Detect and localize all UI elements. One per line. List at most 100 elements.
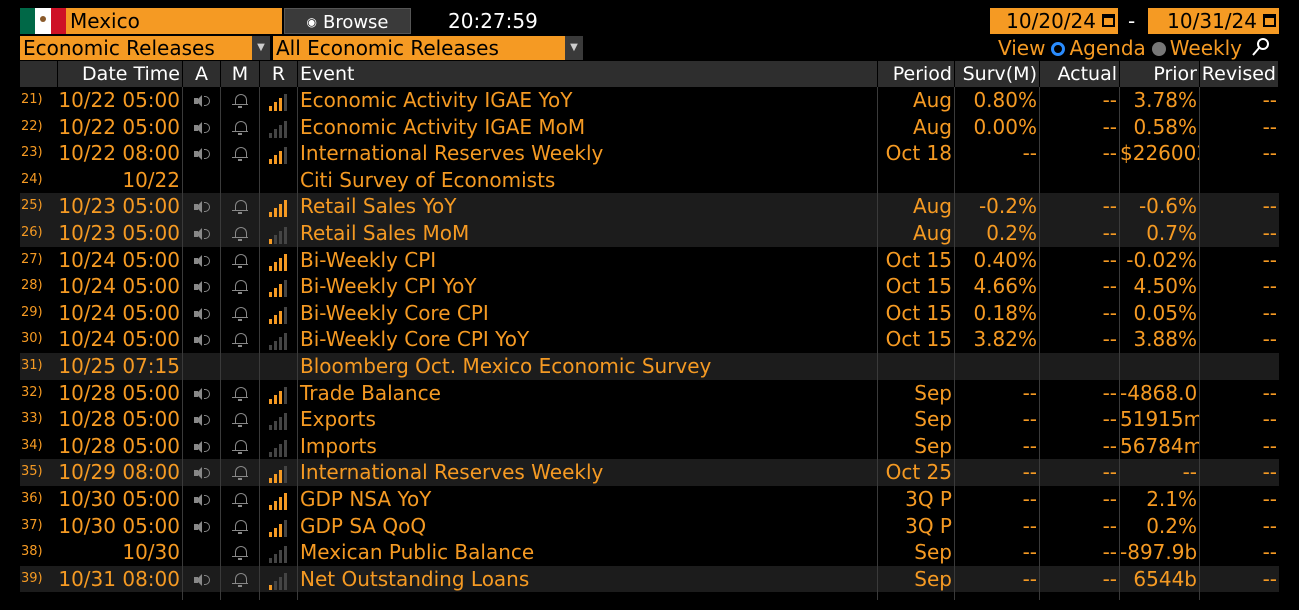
monitor-cell[interactable] xyxy=(221,512,260,540)
release-subtype-select[interactable]: All Economic Releases ▼ xyxy=(273,36,583,60)
alert-cell[interactable] xyxy=(183,246,221,274)
monitor-cell[interactable] xyxy=(221,113,260,141)
table-row[interactable]: 33) 10/28 05:00 Exports Sep -- -- 51915m -- xyxy=(20,406,1279,433)
alert-cell[interactable] xyxy=(183,379,221,407)
alert-cell[interactable] xyxy=(183,166,221,194)
bell-icon[interactable] xyxy=(232,386,248,402)
bell-icon[interactable] xyxy=(232,226,248,242)
bell-icon[interactable] xyxy=(232,199,248,215)
speaker-icon[interactable] xyxy=(193,333,211,347)
chevron-down-icon[interactable]: ▼ xyxy=(252,36,270,60)
monitor-cell[interactable] xyxy=(221,140,260,167)
table-row[interactable]: 37) 10/30 05:00 GDP SA QoQ 3Q P -- -- 0.2% -- xyxy=(20,512,1279,540)
table-row[interactable]: 36) 10/30 05:00 GDP NSA YoY 3Q P -- -- 2.1% -- xyxy=(20,485,1279,513)
bell-icon[interactable] xyxy=(232,279,248,295)
calendar-icon[interactable] xyxy=(1263,14,1276,27)
monitor-cell[interactable] xyxy=(221,326,260,353)
monitor-cell[interactable] xyxy=(221,485,260,513)
agenda-label[interactable]: Agenda xyxy=(1069,36,1146,60)
event-name[interactable]: Trade Balance xyxy=(298,379,878,407)
event-name[interactable]: Exports xyxy=(298,406,878,433)
event-name[interactable]: Economic Activity IGAE YoY xyxy=(298,87,878,114)
header-actual[interactable]: Actual xyxy=(1040,61,1120,87)
weekly-radio[interactable] xyxy=(1151,42,1166,56)
table-row[interactable]: 31) 10/25 07:15 Bloomberg Oct. Mexico Eco… xyxy=(20,352,1279,380)
date-to-field[interactable]: 10/31/24 xyxy=(1148,8,1279,34)
bell-icon[interactable] xyxy=(232,332,248,348)
speaker-icon[interactable] xyxy=(193,573,211,587)
table-row[interactable]: 29) 10/24 05:00 Bi-Weekly Core CPI Oct 15 0.… xyxy=(20,299,1279,327)
header-period[interactable]: Period xyxy=(878,61,955,87)
event-name[interactable]: Economic Activity IGAE MoM xyxy=(298,113,878,141)
monitor-cell[interactable] xyxy=(221,273,260,300)
bell-icon[interactable] xyxy=(232,93,248,109)
search-icon[interactable] xyxy=(1250,36,1272,58)
speaker-icon[interactable] xyxy=(193,147,211,161)
speaker-icon[interactable] xyxy=(193,413,211,427)
table-row[interactable]: 27) 10/24 05:00 Bi-Weekly CPI Oct 15 0.40% --… xyxy=(20,246,1279,274)
event-name[interactable]: International Reserves Weekly xyxy=(298,459,878,486)
bell-icon[interactable] xyxy=(232,572,248,588)
speaker-icon[interactable] xyxy=(193,307,211,321)
header-survey[interactable]: Surv(M) xyxy=(955,61,1040,87)
table-row[interactable]: 35) 10/29 08:00 International Reserves Wee… xyxy=(20,459,1279,486)
monitor-cell[interactable] xyxy=(221,459,260,486)
speaker-icon[interactable] xyxy=(193,466,211,480)
event-name[interactable]: Bloomberg Oct. Mexico Economic Survey xyxy=(298,352,878,380)
table-row[interactable]: 24) 10/22 Citi Survey of Economists xyxy=(20,166,1279,194)
header-monitor[interactable]: M xyxy=(221,61,260,87)
speaker-icon[interactable] xyxy=(193,440,211,454)
speaker-icon[interactable] xyxy=(193,227,211,241)
speaker-icon[interactable] xyxy=(193,493,211,507)
alert-cell[interactable] xyxy=(183,193,221,220)
table-row[interactable]: 28) 10/24 05:00 Bi-Weekly CPI YoY Oct 15 4.6… xyxy=(20,273,1279,300)
alert-cell[interactable] xyxy=(183,140,221,167)
table-row[interactable]: 30) 10/24 05:00 Bi-Weekly Core CPI YoY Oct … xyxy=(20,326,1279,353)
event-name[interactable]: International Reserves Weekly xyxy=(298,140,878,167)
bell-icon[interactable] xyxy=(232,519,248,535)
alert-cell[interactable] xyxy=(183,299,221,327)
speaker-icon[interactable] xyxy=(193,520,211,534)
alert-cell[interactable] xyxy=(183,432,221,460)
event-name[interactable]: Retail Sales MoM xyxy=(298,219,878,247)
date-from-field[interactable]: 10/20/24 xyxy=(990,8,1118,34)
speaker-icon[interactable] xyxy=(193,387,211,401)
bell-icon[interactable] xyxy=(232,120,248,136)
table-row[interactable]: 38) 10/30 Mexican Public Balance Sep -- -- -89… xyxy=(20,539,1279,566)
header-alert[interactable]: A xyxy=(183,61,221,87)
alert-cell[interactable] xyxy=(183,565,221,593)
monitor-cell[interactable] xyxy=(221,219,260,247)
agenda-radio[interactable] xyxy=(1051,42,1066,56)
header-relevance[interactable]: R xyxy=(260,61,298,87)
table-row[interactable]: 22) 10/22 05:00 Economic Activity IGAE MoM… xyxy=(20,113,1279,141)
header-revised[interactable]: Revised xyxy=(1200,61,1279,87)
header-datetime[interactable]: Date Time xyxy=(58,61,183,87)
monitor-cell[interactable] xyxy=(221,406,260,433)
alert-cell[interactable] xyxy=(183,512,221,540)
speaker-icon[interactable] xyxy=(193,280,211,294)
event-name[interactable]: Mexican Public Balance xyxy=(298,539,878,566)
event-name[interactable]: Imports xyxy=(298,432,878,460)
alert-cell[interactable] xyxy=(183,406,221,433)
table-row[interactable]: 34) 10/28 05:00 Imports Sep -- -- 56784m -- xyxy=(20,432,1279,460)
alert-cell[interactable] xyxy=(183,485,221,513)
event-name[interactable]: Citi Survey of Economists xyxy=(298,166,878,194)
chevron-down-icon[interactable]: ▼ xyxy=(565,36,583,60)
monitor-cell[interactable] xyxy=(221,299,260,327)
bell-icon[interactable] xyxy=(232,306,248,322)
table-row[interactable]: 26) 10/23 05:00 Retail Sales MoM Aug 0.2% -- 0… xyxy=(20,219,1279,247)
speaker-icon[interactable] xyxy=(193,254,211,268)
monitor-cell[interactable] xyxy=(221,166,260,194)
calendar-icon[interactable] xyxy=(1102,14,1115,27)
event-name[interactable]: GDP SA QoQ xyxy=(298,512,878,540)
table-row[interactable]: 32) 10/28 05:00 Trade Balance Sep -- -- -4868.… xyxy=(20,379,1279,407)
country-field[interactable]: Mexico xyxy=(66,8,282,34)
monitor-cell[interactable] xyxy=(221,352,260,380)
alert-cell[interactable] xyxy=(183,273,221,300)
release-type-select[interactable]: Economic Releases ▼ xyxy=(20,36,270,60)
bell-icon[interactable] xyxy=(232,253,248,269)
bell-icon[interactable] xyxy=(232,465,248,481)
alert-cell[interactable] xyxy=(183,113,221,141)
header-prior[interactable]: Prior xyxy=(1120,61,1200,87)
event-name[interactable]: Bi-Weekly Core CPI YoY xyxy=(298,326,878,353)
